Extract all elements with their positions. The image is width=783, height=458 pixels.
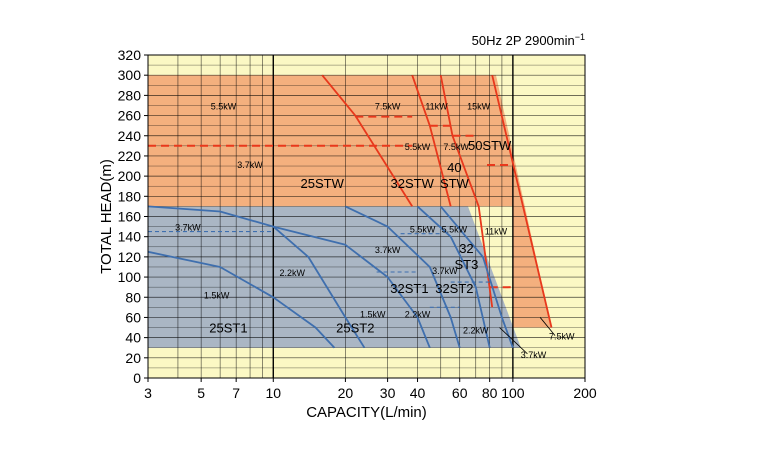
conditions-superscript: −1 (575, 32, 585, 42)
y-tick-label: 240 (118, 128, 142, 144)
model-label: 40 (447, 160, 461, 175)
y-tick-label: 140 (118, 229, 142, 245)
power-label: 2.2kW (279, 268, 305, 278)
operating-conditions: 50Hz 2P 2900min−1 (472, 32, 585, 48)
y-tick-label: 200 (118, 168, 142, 184)
model-label: 32ST2 (435, 281, 473, 296)
power-label: 3.7kW (375, 245, 401, 255)
curve-st-10 (148, 205, 366, 349)
y-tick-label: 320 (118, 47, 142, 63)
y-tick-label: 100 (118, 269, 142, 285)
x-tick-label: 30 (380, 385, 396, 401)
y-tick-label: 40 (125, 330, 141, 346)
y-tick-label: 180 (118, 188, 142, 204)
power-label: 1.5kW (204, 290, 230, 300)
y-axis-title: TOTAL HEAD(m) (98, 159, 115, 274)
x-tick-label: 10 (265, 385, 281, 401)
leader-line-1 (499, 327, 528, 355)
model-label: 25STW (301, 176, 345, 191)
power-label: 5.5kW (211, 102, 237, 112)
model-label: 25ST1 (209, 321, 247, 336)
curve-st-11 (148, 250, 336, 349)
power-label: 2.2kW (463, 326, 489, 336)
y-tick-label: 220 (118, 148, 142, 164)
y-tick-label: 60 (125, 309, 141, 325)
power-label: 3.7kW (521, 350, 547, 360)
power-label: 11kW (425, 102, 448, 112)
region-stw (148, 75, 552, 328)
power-label: 7.5kW (443, 142, 469, 152)
y-tick-label: 300 (118, 67, 142, 83)
model-label: ST3 (455, 257, 479, 272)
power-label: 3.7kW (237, 160, 263, 170)
x-tick-label: 20 (338, 385, 354, 401)
x-tick-label: 7 (232, 385, 240, 401)
power-label: 5.5kW (405, 142, 431, 152)
model-label: STW (440, 176, 470, 191)
model-label: 25ST2 (336, 321, 374, 336)
x-tick-label: 40 (410, 385, 426, 401)
model-label: 32 (459, 241, 473, 256)
power-label: 7.5kW (549, 332, 575, 342)
power-label: 15kW (467, 102, 491, 112)
y-tick-label: 20 (125, 350, 141, 366)
curve-st-15 (440, 205, 514, 349)
leader-line-0 (539, 317, 556, 336)
x-tick-label: 5 (197, 385, 205, 401)
power-label: 2.2kW (405, 309, 431, 319)
model-label: 50STW (468, 138, 512, 153)
curve-stw-2 (439, 75, 494, 308)
y-tick-label: 80 (125, 289, 141, 305)
x-axis-title: CAPACITY(L/min) (306, 404, 427, 421)
curve-st-12 (273, 225, 431, 349)
power-label: 5.5kW (410, 225, 436, 235)
x-tick-label: 200 (573, 385, 597, 401)
power-label: 5.5kW (442, 225, 468, 235)
y-tick-label: 160 (118, 209, 142, 225)
x-tick-label: 80 (482, 385, 498, 401)
curve-st-13 (345, 205, 461, 348)
conditions-text: 50Hz 2P 2900min (472, 33, 575, 48)
power-label: 1.5kW (360, 309, 386, 319)
y-tick-label: 120 (118, 249, 142, 265)
model-label: 32STW (391, 176, 435, 191)
x-tick-label: 60 (452, 385, 468, 401)
y-tick-label: 0 (133, 370, 141, 386)
power-label: 7.5kW (375, 102, 401, 112)
y-tick-label: 280 (118, 87, 142, 103)
x-tick-label: 100 (501, 385, 525, 401)
power-label: 3.7kW (175, 223, 201, 233)
model-label: 32ST1 (390, 281, 428, 296)
power-label: 11kW (485, 227, 508, 237)
curve-st-14 (416, 205, 491, 348)
y-tick-label: 260 (118, 108, 142, 124)
x-tick-label: 3 (144, 385, 152, 401)
curve-stw-3 (491, 74, 553, 328)
power-label: 3.7kW (432, 266, 458, 276)
